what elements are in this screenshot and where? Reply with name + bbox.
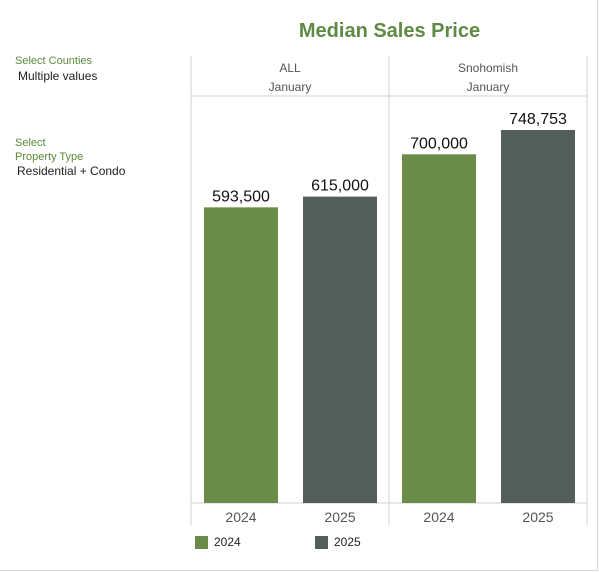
bar-snohomish-2024 (402, 154, 476, 504)
x-tick-label: 2024 (225, 509, 256, 525)
x-tick-label: 2025 (324, 509, 355, 525)
data-label: 700,000 (410, 135, 468, 152)
x-tick-label: 2024 (423, 509, 454, 525)
chart-title: Median Sales Price (298, 20, 481, 42)
legend-label-2024: 2024 (214, 535, 241, 549)
data-label: 615,000 (311, 178, 369, 195)
bar-snohomish-2025 (501, 130, 575, 503)
legend-item-2025[interactable]: 2025 (315, 534, 361, 550)
filter-property-type-label: Select Property Type (15, 137, 84, 163)
filter-counties-value[interactable]: Multiple values (18, 69, 98, 83)
bar-all-2024 (204, 207, 278, 504)
panel-month-label: January (467, 80, 510, 94)
panel-region-label: ALL (279, 61, 301, 75)
data-label: 748,753 (509, 111, 567, 128)
panel-region-label: Snohomish (458, 61, 518, 75)
x-tick-label: 2025 (522, 509, 553, 525)
filter-counties-label: Select Counties (15, 55, 93, 67)
legend-swatch-2024 (195, 535, 208, 549)
filter-property-type-value[interactable]: Residential + Condo (17, 164, 126, 178)
data-label: 593,500 (212, 188, 270, 205)
panel-month-label: January (269, 80, 312, 94)
legend-swatch-2025 (315, 535, 328, 549)
bar-all-2025 (303, 196, 377, 503)
legend-item-2024[interactable]: 2024 (195, 534, 241, 550)
legend-label-2025: 2025 (334, 535, 361, 549)
